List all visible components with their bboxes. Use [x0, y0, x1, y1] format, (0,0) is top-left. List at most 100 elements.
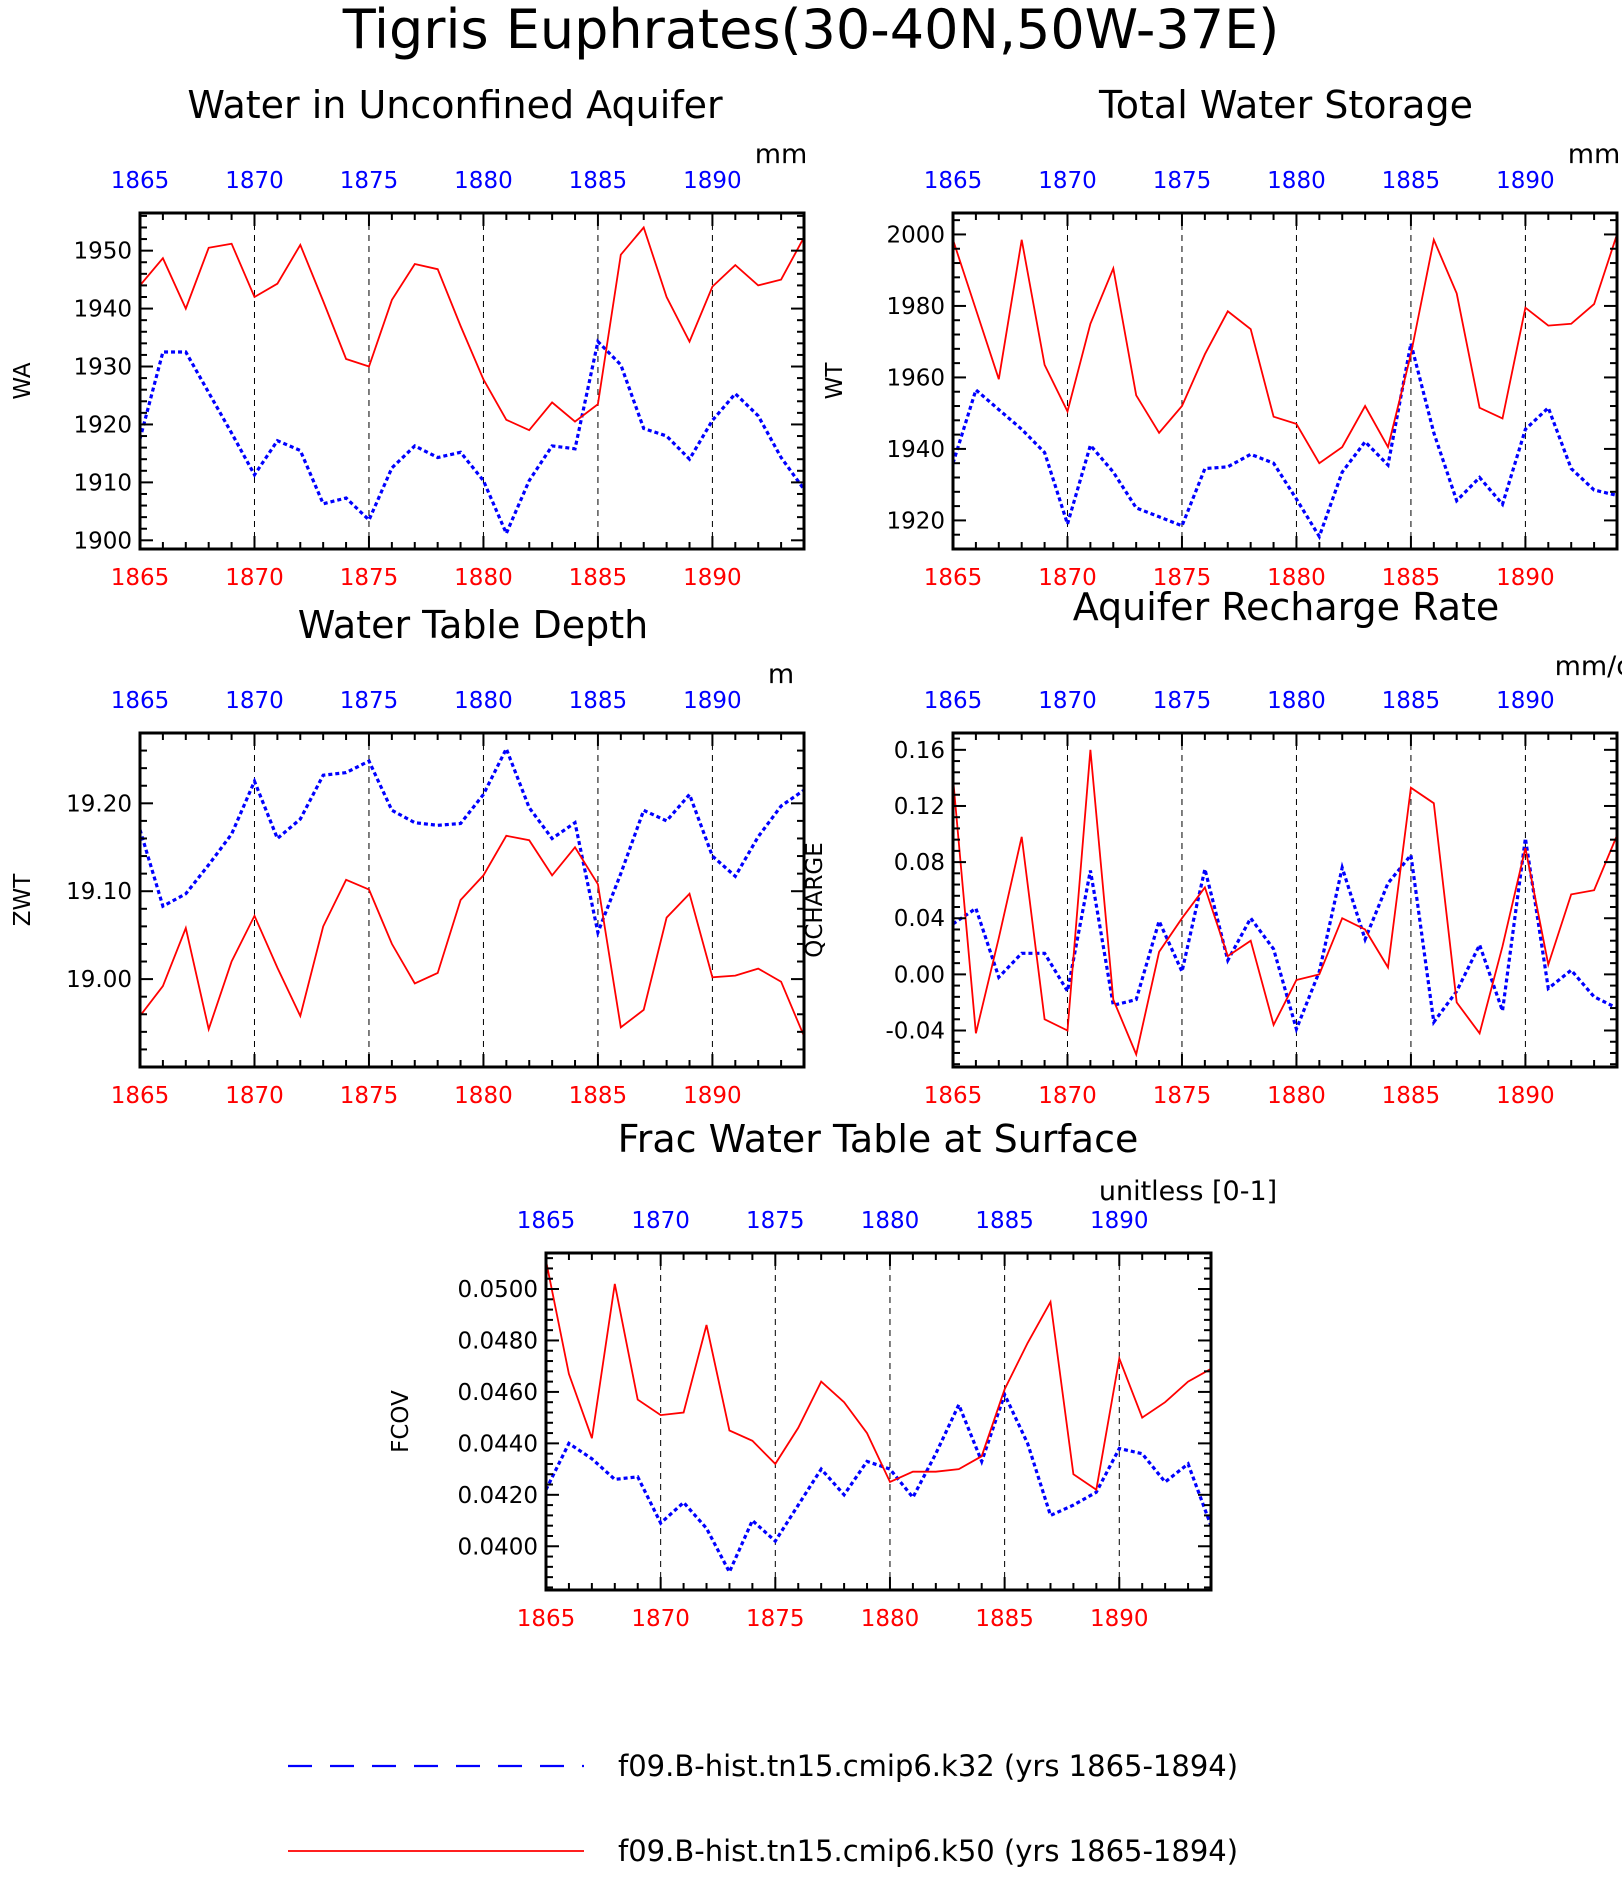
units-label: mm — [755, 139, 808, 170]
plot-frame — [951, 211, 1619, 551]
x-tick-label-top: 1865 — [924, 688, 983, 714]
x-tick-label-top: 1890 — [1496, 168, 1555, 194]
y-tick-label: 1930 — [73, 355, 132, 381]
series-line-k32 — [953, 343, 1617, 541]
y-tick-label: 0.0420 — [458, 1483, 538, 1509]
y-tick-label: 1960 — [886, 365, 945, 391]
y-tick-label: 19.10 — [66, 879, 132, 905]
x-tick-label-top: 1875 — [746, 1208, 805, 1234]
x-tick-label-top: 1880 — [454, 688, 513, 714]
x-tick-label-top: 1885 — [1382, 168, 1441, 194]
y-tick-label: 0.12 — [894, 794, 945, 820]
series-line-k50 — [953, 234, 1617, 465]
y-tick-label: 0.08 — [894, 850, 945, 876]
x-tick-label-top: 1890 — [683, 168, 742, 194]
figure-title: Tigris Euphrates(30-40N,50W-37E) — [342, 0, 1280, 61]
chart-panel: Frac Water Table at Surface unitless [0-1… — [388, 1117, 1277, 1632]
x-tick-label: 1865 — [111, 1083, 170, 1109]
x-tick-label: 1875 — [1153, 565, 1212, 591]
x-tick-label-top: 1890 — [683, 688, 742, 714]
panel-title: Water Table Depth — [298, 603, 649, 647]
x-tick-label: 1875 — [1153, 1083, 1212, 1109]
y-tick-label: 0.04 — [894, 906, 945, 932]
x-tick-label: 1870 — [1038, 565, 1097, 591]
series-line-k32 — [546, 1390, 1211, 1576]
x-tick-label: 1870 — [225, 1083, 284, 1109]
x-tick-label: 1870 — [225, 565, 284, 591]
x-tick-label: 1875 — [340, 1083, 399, 1109]
legend: f09.B-hist.tn15.cmip6.k32 (yrs 1865-1894… — [288, 1749, 1238, 1868]
x-tick-label: 1885 — [569, 565, 628, 591]
x-tick-label-top: 1880 — [861, 1208, 920, 1234]
x-tick-label: 1870 — [1038, 1083, 1097, 1109]
x-tick-label-top: 1870 — [1038, 168, 1097, 194]
series-line-k50 — [546, 1260, 1211, 1492]
panel-title: Water in Unconfined Aquifer — [187, 83, 723, 127]
y-axis-label: WT — [822, 362, 848, 400]
x-tick-label: 1870 — [631, 1606, 690, 1632]
y-tick-label: 0.00 — [894, 962, 945, 988]
y-tick-label: 1940 — [73, 297, 132, 323]
x-tick-label: 1885 — [975, 1606, 1034, 1632]
x-tick-label: 1890 — [683, 1083, 742, 1109]
plot-frame — [544, 1251, 1213, 1592]
x-tick-label-top: 1870 — [631, 1208, 690, 1234]
panel-title: Aquifer Recharge Rate — [1073, 585, 1500, 629]
series-line-k50 — [140, 225, 804, 432]
x-tick-label: 1885 — [569, 1083, 628, 1109]
y-axis-label: FCOV — [388, 1390, 414, 1453]
x-tick-label: 1865 — [924, 565, 983, 591]
x-tick-label-top: 1890 — [1496, 688, 1555, 714]
y-tick-label: 2000 — [886, 222, 945, 248]
series-line-k32 — [953, 838, 1617, 1035]
y-tick-label: 1920 — [886, 508, 945, 534]
series-line-k32 — [140, 338, 804, 538]
x-tick-label: 1875 — [340, 565, 399, 591]
plot-frame — [138, 211, 806, 551]
y-tick-label: 1900 — [73, 528, 132, 554]
x-tick-label: 1880 — [454, 565, 513, 591]
y-tick-label: 1940 — [886, 437, 945, 463]
legend-label: f09.B-hist.tn15.cmip6.k32 (yrs 1865-1894… — [618, 1749, 1238, 1783]
y-tick-label: 0.0400 — [458, 1534, 538, 1560]
x-tick-label-top: 1875 — [340, 168, 399, 194]
x-tick-label: 1885 — [1382, 565, 1441, 591]
x-tick-label-top: 1865 — [517, 1208, 576, 1234]
y-tick-label: 1910 — [73, 470, 132, 496]
y-axis-label: QCHARGE — [802, 842, 828, 958]
series-line-k32 — [140, 744, 804, 939]
chart-panel: Aquifer Recharge Rate mm/d QCHARGE 1865 1865… — [802, 585, 1622, 1109]
x-tick-label: 1880 — [1267, 1083, 1326, 1109]
y-tick-label: 0.0500 — [458, 1277, 538, 1303]
chart-panel: Water in Unconfined Aquifer mm WA 1865 1865 1… — [10, 83, 807, 591]
x-tick-label: 1890 — [683, 565, 742, 591]
x-tick-label: 1875 — [746, 1606, 805, 1632]
plot-frame — [951, 731, 1619, 1069]
y-tick-label: 1920 — [73, 412, 132, 438]
x-tick-label-top: 1875 — [1153, 168, 1212, 194]
y-tick-label: 0.16 — [894, 738, 945, 764]
chart-panel: Total Water Storage mm WT 1865 1865 1870 1870 1… — [822, 83, 1620, 591]
x-tick-label-top: 1865 — [111, 688, 170, 714]
series-line-k50 — [140, 834, 804, 1037]
units-label: mm — [1568, 139, 1621, 170]
units-label: m — [768, 659, 794, 690]
x-tick-label-top: 1885 — [1382, 688, 1441, 714]
x-tick-label: 1885 — [1382, 1083, 1441, 1109]
units-label: unitless [0-1] — [1099, 1176, 1277, 1207]
x-tick-label: 1890 — [1496, 1083, 1555, 1109]
legend-label: f09.B-hist.tn15.cmip6.k50 (yrs 1865-1894… — [618, 1834, 1238, 1868]
x-tick-label-top: 1890 — [1090, 1208, 1149, 1234]
y-axis-label: WA — [10, 362, 36, 399]
x-tick-label: 1865 — [111, 565, 170, 591]
x-tick-label-top: 1870 — [1038, 688, 1097, 714]
x-tick-label-top: 1885 — [569, 168, 628, 194]
x-tick-label: 1880 — [454, 1083, 513, 1109]
chart-panels: Water in Unconfined Aquifer mm WA 1865 1865 1… — [10, 83, 1622, 1632]
units-label: mm/d — [1555, 651, 1622, 682]
x-tick-label-top: 1875 — [1153, 688, 1212, 714]
panel-title: Frac Water Table at Surface — [618, 1117, 1139, 1161]
y-tick-label: 0.0460 — [458, 1380, 538, 1406]
plot-frame — [138, 731, 806, 1069]
